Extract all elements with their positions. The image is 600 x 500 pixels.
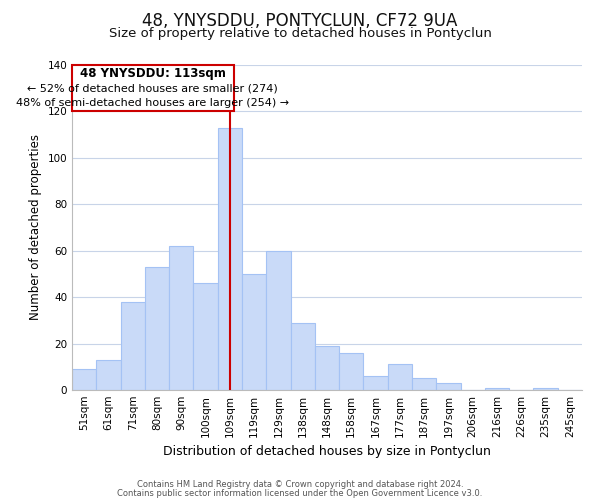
Bar: [96, 360, 121, 390]
Bar: [290, 322, 315, 390]
Bar: [72, 369, 96, 390]
Bar: [364, 376, 388, 390]
Text: Contains HM Land Registry data © Crown copyright and database right 2024.: Contains HM Land Registry data © Crown c…: [137, 480, 463, 489]
Text: 48 YNYSDDU: 113sqm: 48 YNYSDDU: 113sqm: [80, 67, 226, 80]
Text: Contains public sector information licensed under the Open Government Licence v3: Contains public sector information licen…: [118, 490, 482, 498]
Text: 48, YNYSDDU, PONTYCLUN, CF72 9UA: 48, YNYSDDU, PONTYCLUN, CF72 9UA: [142, 12, 458, 30]
Bar: [169, 246, 193, 390]
Bar: [266, 250, 290, 390]
Bar: [339, 353, 364, 390]
Bar: [388, 364, 412, 390]
X-axis label: Distribution of detached houses by size in Pontyclun: Distribution of detached houses by size …: [163, 446, 491, 458]
Bar: [121, 302, 145, 390]
Bar: [533, 388, 558, 390]
Bar: [485, 388, 509, 390]
Y-axis label: Number of detached properties: Number of detached properties: [29, 134, 42, 320]
Bar: [193, 283, 218, 390]
Bar: [242, 274, 266, 390]
Bar: [145, 267, 169, 390]
Text: ← 52% of detached houses are smaller (274): ← 52% of detached houses are smaller (27…: [28, 83, 278, 93]
Bar: [436, 383, 461, 390]
Bar: [412, 378, 436, 390]
Bar: [315, 346, 339, 390]
Text: 48% of semi-detached houses are larger (254) →: 48% of semi-detached houses are larger (…: [16, 98, 289, 108]
Bar: [218, 128, 242, 390]
Text: Size of property relative to detached houses in Pontyclun: Size of property relative to detached ho…: [109, 28, 491, 40]
